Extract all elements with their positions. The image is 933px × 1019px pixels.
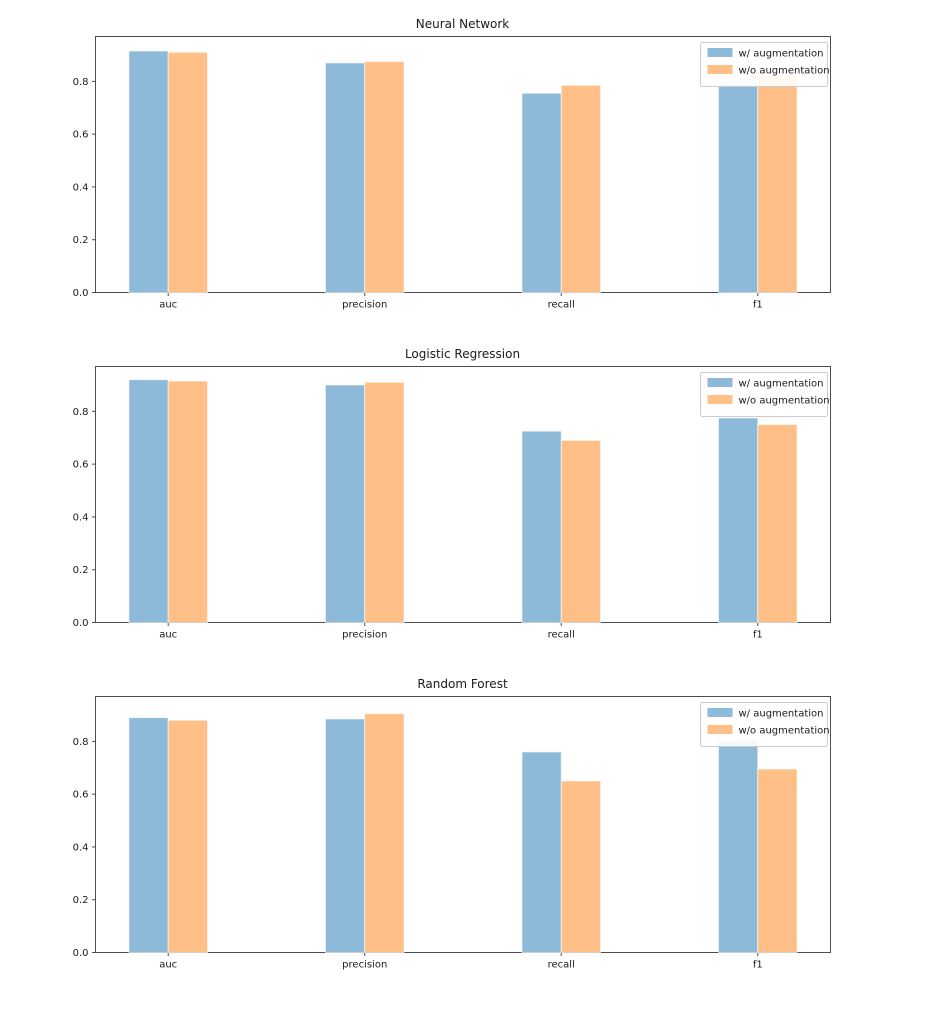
y-tick-label: 0.0: [73, 288, 89, 299]
bar-without_augmentation-precision: [364, 61, 405, 294]
bar-without_augmentation-auc: [167, 719, 209, 953]
y-tick-label: 0.8: [73, 407, 89, 418]
y-tick-label: 0.8: [73, 77, 89, 88]
legend-swatch-without_augmentation: [707, 395, 733, 404]
bar-with_augmentation-recall: [521, 751, 562, 953]
bar-with_augmentation-precision: [324, 718, 366, 954]
plot-area: [95, 36, 831, 293]
x-tick-label-precision: precision: [342, 300, 387, 311]
bar-with_augmentation-f1: [717, 417, 759, 624]
y-tick-label: 0.2: [73, 895, 89, 906]
plot-area: [95, 366, 831, 623]
y-tick-label: 0.4: [73, 182, 89, 193]
bar-without_augmentation-auc: [167, 51, 209, 293]
legend-label-with_augmentation: w/ augmentation: [739, 709, 824, 720]
y-tick-label: 0.8: [73, 737, 89, 748]
y-tick-label: 0.6: [73, 790, 89, 801]
x-tick-label-f1: f1: [753, 300, 763, 311]
legend-swatch-without_augmentation: [707, 65, 733, 74]
legend-label-without_augmentation: w/o augmentation: [739, 396, 830, 407]
chart-title: Random Forest: [417, 677, 508, 691]
bar-without_augmentation-recall: [560, 84, 602, 294]
bar-with_augmentation-recall: [521, 92, 562, 294]
chart-title: Neural Network: [416, 17, 510, 31]
y-tick-label: 0.6: [73, 460, 89, 471]
chart-random-forest: Random Forest 0.0 0.2 0.4 0.6 0.8 auc precisio…: [73, 677, 831, 971]
bar-without_augmentation-recall: [560, 439, 602, 623]
x-tick-label-recall: recall: [548, 630, 575, 641]
y-tick-label: 0.0: [73, 618, 89, 629]
x-tick-label-f1: f1: [753, 630, 763, 641]
x-tick-label-auc: auc: [159, 960, 177, 971]
legend-label-without_augmentation: w/o augmentation: [739, 726, 830, 737]
bar-without_augmentation-f1: [757, 768, 798, 953]
bar-with_augmentation-precision: [324, 62, 366, 293]
x-tick-label-precision: precision: [342, 960, 387, 971]
bar-without_augmentation-precision: [364, 713, 405, 954]
y-tick-label: 0.6: [73, 130, 89, 141]
legend-swatch-without_augmentation: [707, 725, 733, 734]
x-tick-label-recall: recall: [548, 300, 575, 311]
chart-neural-network: Neural Network 0.0 0.2 0.4 0.6 0.8 auc precisi…: [73, 17, 831, 311]
legend-swatch-with_augmentation: [707, 378, 733, 387]
legend-label-without_augmentation: w/o augmentation: [739, 66, 830, 77]
bar-with_augmentation-recall: [521, 430, 562, 623]
x-tick-label-recall: recall: [548, 960, 575, 971]
x-tick-label-auc: auc: [159, 630, 177, 641]
bar-with_augmentation-auc: [128, 50, 169, 294]
bar-without_augmentation-recall: [560, 780, 602, 953]
legend-label-with_augmentation: w/ augmentation: [739, 379, 824, 390]
bar-with_augmentation-auc: [128, 717, 169, 953]
bar-without_augmentation-f1: [757, 424, 798, 623]
y-tick-label: 0.0: [73, 948, 89, 959]
x-tick-label-auc: auc: [159, 300, 177, 311]
legend-swatch-with_augmentation: [707, 48, 733, 57]
legend-label-with_augmentation: w/ augmentation: [739, 49, 824, 60]
y-tick-label: 0.4: [73, 512, 89, 523]
bar-with_augmentation-precision: [324, 384, 366, 623]
x-tick-label-precision: precision: [342, 630, 387, 641]
y-tick-label: 0.2: [73, 565, 89, 576]
chart-title: Logistic Regression: [405, 347, 520, 361]
chart-logistic-regression: Logistic Regression 0.0 0.2 0.4 0.6 0.8 auc pr…: [73, 347, 831, 641]
x-tick-label-f1: f1: [753, 960, 763, 971]
bar-without_augmentation-auc: [167, 380, 209, 624]
bar-with_augmentation-f1: [717, 83, 759, 293]
bar-with_augmentation-auc: [128, 379, 169, 623]
bar-with_augmentation-f1: [717, 739, 759, 954]
legend-swatch-with_augmentation: [707, 708, 733, 717]
y-tick-label: 0.2: [73, 235, 89, 246]
bar-without_augmentation-precision: [364, 381, 405, 623]
y-tick-label: 0.4: [73, 842, 89, 853]
plot-area: [95, 696, 831, 953]
bar-without_augmentation-f1: [757, 75, 798, 293]
